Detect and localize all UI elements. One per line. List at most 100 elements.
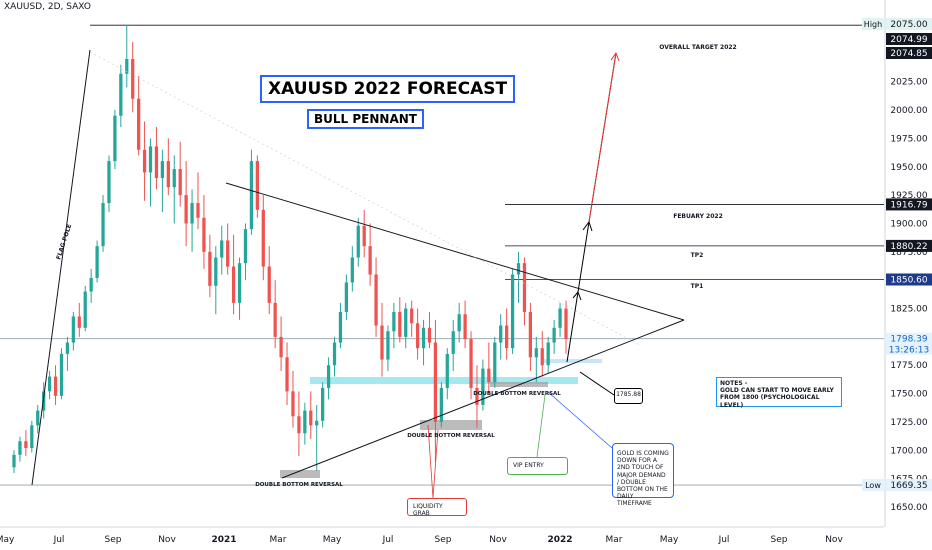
price-label-value: 1916.79 <box>890 200 927 210</box>
candle-body <box>160 161 165 179</box>
candle-body <box>267 266 271 303</box>
pennant-lower-line <box>281 319 685 479</box>
forecast-title: XAUUSD 2022 FORECAST <box>260 75 516 103</box>
candle-body <box>95 246 99 278</box>
candle-body <box>148 146 153 173</box>
x-tick-label: 2021 <box>211 535 236 545</box>
price-label-box <box>886 273 932 286</box>
candle-body <box>190 203 194 224</box>
double-bottom-label-3: DOUBLE BOTTOM REVERSAL <box>473 391 561 397</box>
candle-body <box>172 169 176 188</box>
x-tick-label: Mar <box>270 535 287 545</box>
candle-body <box>362 225 366 247</box>
candle-body <box>59 353 64 396</box>
candle-body <box>77 316 81 328</box>
candle-body <box>214 257 218 286</box>
candle-body <box>475 387 479 405</box>
candle-body <box>564 308 568 340</box>
candle-body <box>237 263 242 303</box>
overall-target-label: OVERALL TARGET 2022 <box>659 44 736 51</box>
price-label-box <box>886 198 932 211</box>
gold-callout: GOLD IS COMING DOWN FOR A 2ND TOUCH OF M… <box>612 443 674 507</box>
price-label-box <box>886 332 932 355</box>
candle-body <box>226 240 230 267</box>
x-tick-label: 2022 <box>547 535 572 545</box>
candle-body <box>71 316 75 343</box>
candle-body <box>202 217 206 252</box>
candle-body <box>208 251 212 286</box>
x-tick-label: Nov <box>825 535 843 545</box>
vip-entry-text: VIP ENTRY <box>513 462 544 469</box>
vip-entry-callout: VIP ENTRY <box>507 457 568 475</box>
candle-body <box>499 325 503 343</box>
y-tick-label: 1875.00 <box>890 248 927 258</box>
liquidity-grab-callout: LIQUIDITY GRAB <box>407 498 467 518</box>
candle-body <box>125 59 129 74</box>
candle-body <box>558 308 562 328</box>
price-label-box <box>886 33 932 45</box>
candle-body <box>101 203 105 247</box>
candle-body <box>481 368 485 405</box>
candle-body <box>505 325 509 349</box>
liquidity-grab-text: LIQUIDITY GRAB <box>413 503 443 518</box>
pennant-upper-line <box>225 182 685 321</box>
candle-body <box>427 327 432 343</box>
candle-body <box>154 146 159 179</box>
candle-body <box>398 311 402 337</box>
candle-body <box>113 115 117 162</box>
candle-body <box>469 339 473 388</box>
y-tick-label: 1700.00 <box>890 446 927 456</box>
candle-body <box>445 353 449 388</box>
price-label-box <box>886 239 932 252</box>
candle-body <box>315 420 319 426</box>
notes-text: NOTES - GOLD CAN START TO MOVE EARLY FRO… <box>720 380 834 409</box>
target-arrowhead <box>610 51 620 62</box>
x-tick-label: Jul <box>53 535 65 545</box>
price-label-box <box>886 47 932 59</box>
price-label-tag: Low <box>865 481 881 490</box>
candle-body <box>243 229 248 264</box>
price-axis[interactable]: 1650.001675.001700.001725.001750.001775.… <box>862 0 932 527</box>
double-bottom-label-2: DOUBLE BOTTOM REVERSAL <box>407 433 495 439</box>
time-axis[interactable]: May Jul Sep Nov 2021 Mar May Jul Sep Nov 2022 Mar Ma… <box>0 526 884 545</box>
x-tick-label: May <box>323 535 342 545</box>
y-tick-label: 1750.00 <box>890 390 927 400</box>
candle-body <box>36 410 40 426</box>
horizontal-levels <box>0 24 884 486</box>
candle-body <box>178 169 182 196</box>
candle-body <box>386 331 390 360</box>
candle-body <box>374 274 378 326</box>
x-tick-label: May <box>0 535 15 545</box>
candle-body <box>510 274 515 349</box>
double-bottom-label-1: DOUBLE BOTTOM REVERSAL <box>255 482 343 488</box>
candle-body <box>119 73 123 116</box>
price-label-value: 2075.00 <box>890 20 927 30</box>
candle-body <box>273 302 277 337</box>
price-label-value: 1850.60 <box>890 275 927 285</box>
candle-body <box>380 325 384 360</box>
y-tick-label: 1925.00 <box>890 191 927 201</box>
flag-pole-line <box>31 49 91 486</box>
price-label-value: 2074.85 <box>890 49 927 59</box>
candle-body <box>332 342 337 366</box>
candle-body <box>249 161 254 230</box>
candle-body <box>255 161 259 210</box>
candle-body <box>528 311 533 358</box>
candle-body <box>451 331 455 354</box>
candle-body <box>297 416 301 434</box>
candle-body <box>24 441 28 449</box>
y-tick-label: 1900.00 <box>890 219 927 229</box>
x-tick-label: Sep <box>435 535 452 545</box>
candle-body <box>65 342 70 354</box>
price-label-box <box>886 18 932 30</box>
price-label-box <box>886 479 932 492</box>
symbol-label: XAUUSD, 2D, SAXO <box>4 2 91 12</box>
y-tick-label: 1725.00 <box>890 418 927 428</box>
candle-body <box>291 391 295 417</box>
countdown-label: 13:26:13 <box>889 346 929 356</box>
candle-body <box>30 425 34 449</box>
candle-body <box>522 263 527 312</box>
candle-body <box>303 410 307 434</box>
candle-body <box>83 291 87 328</box>
